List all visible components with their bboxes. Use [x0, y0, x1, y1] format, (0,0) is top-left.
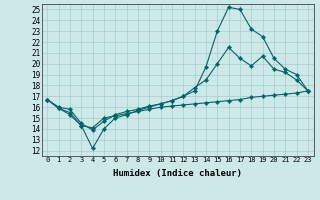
- X-axis label: Humidex (Indice chaleur): Humidex (Indice chaleur): [113, 169, 242, 178]
